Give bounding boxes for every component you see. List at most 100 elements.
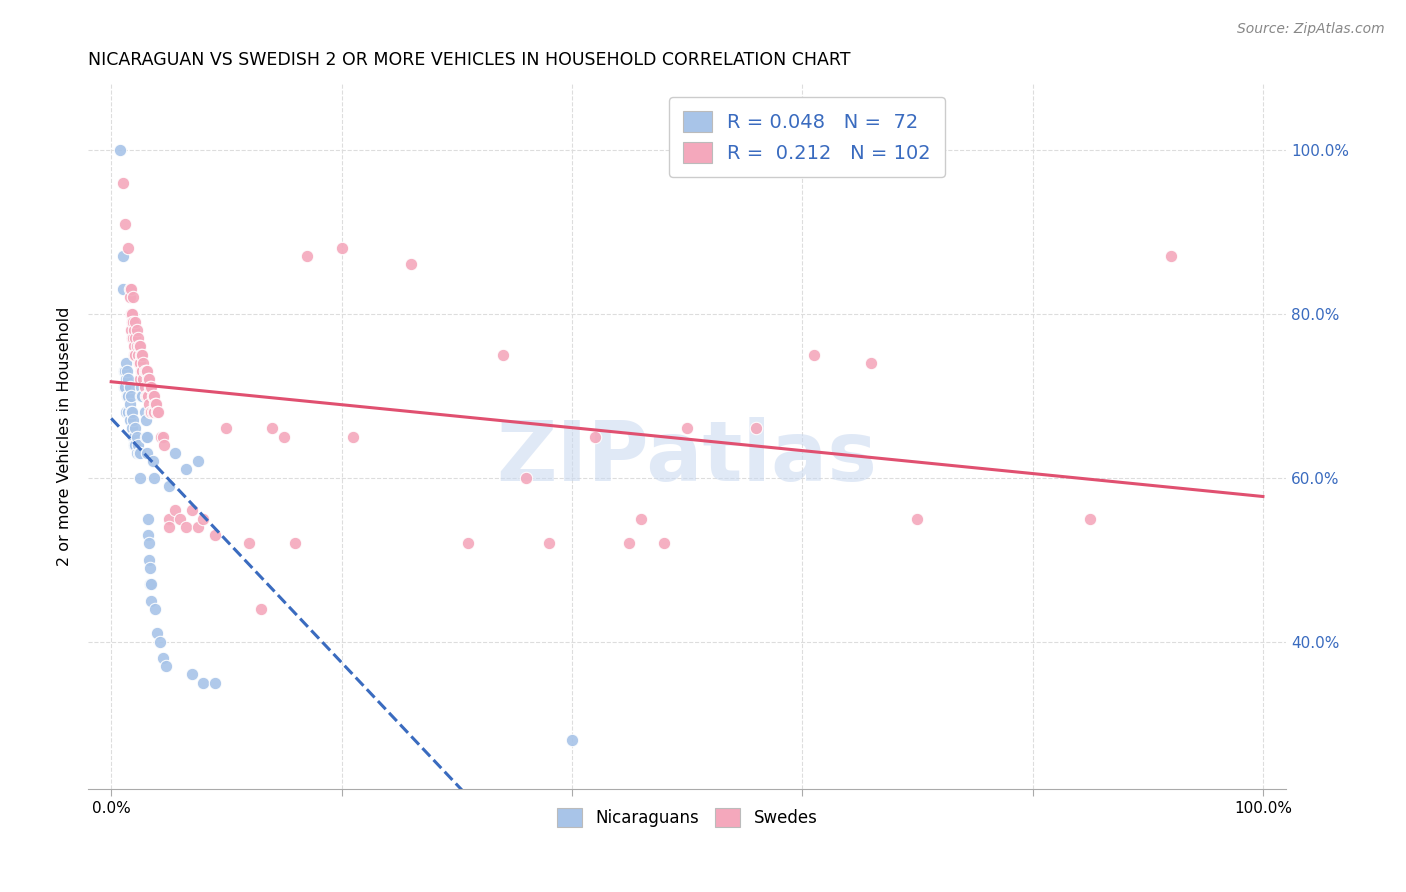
Point [121,421,143,435]
Point [139,561,162,575]
Point [148,405,170,419]
Point [146,405,169,419]
Point [122,339,145,353]
Point [135,430,157,444]
Point [125,446,148,460]
Point [117,389,139,403]
Point [118,413,141,427]
Point [128,339,150,353]
Point [187,454,209,468]
Point [132,372,155,386]
Point [132,372,155,386]
Point [180,503,202,517]
Point [111,249,134,263]
Point [142,405,165,419]
Point [114,380,136,394]
Point [262,421,284,435]
Point [187,520,209,534]
Point [114,217,136,231]
Text: ZIPatlas: ZIPatlas [496,417,877,499]
Point [583,430,606,444]
Point [193,675,215,690]
Point [124,315,146,329]
Point [142,389,165,403]
Point [157,511,180,525]
Y-axis label: 2 or more Vehicles in Household: 2 or more Vehicles in Household [58,307,72,566]
Point [745,421,768,435]
Point [1078,511,1101,525]
Point [122,323,145,337]
Point [112,380,135,394]
Point [399,258,422,272]
Point [131,389,153,403]
Point [153,438,176,452]
Point [127,348,149,362]
Point [135,389,157,403]
Point [122,413,145,427]
Point [152,651,174,665]
Point [124,331,146,345]
Point [115,405,138,419]
Point [121,307,143,321]
Point [122,438,145,452]
Point [135,364,157,378]
Point [139,380,162,394]
Point [112,364,135,378]
Point [146,626,169,640]
Point [129,380,152,394]
Point [238,536,260,550]
Point [117,241,139,255]
Point [492,348,515,362]
Point [135,364,157,378]
Point [330,241,353,255]
Point [124,348,146,362]
Point [537,536,560,550]
Legend: Nicaraguans, Swedes: Nicaraguans, Swedes [550,802,824,834]
Point [561,733,583,747]
Point [122,290,145,304]
Point [121,331,143,345]
Point [142,471,165,485]
Point [152,430,174,444]
Point [129,356,152,370]
Point [142,454,165,468]
Point [134,364,156,378]
Point [138,552,160,566]
Point [122,430,145,444]
Point [136,528,159,542]
Point [136,511,159,525]
Point [122,430,145,444]
Point [803,348,825,362]
Point [139,405,162,419]
Point [619,536,641,550]
Point [110,143,132,157]
Point [117,389,139,403]
Point [118,380,141,394]
Point [457,536,479,550]
Point [141,405,163,419]
Point [652,536,675,550]
Point [148,634,170,648]
Point [122,348,145,362]
Point [139,577,162,591]
Point [121,405,143,419]
Point [132,356,155,370]
Point [131,348,153,362]
Point [117,364,139,378]
Point [141,380,163,394]
Point [111,282,134,296]
Point [118,397,141,411]
Point [111,176,134,190]
Point [129,446,152,460]
Point [129,471,152,485]
Point [129,364,152,378]
Point [124,421,146,435]
Point [129,348,152,362]
Point [125,323,148,337]
Point [115,372,138,386]
Point [135,446,157,460]
Point [120,405,142,419]
Point [125,339,148,353]
Point [136,389,159,403]
Point [129,389,152,403]
